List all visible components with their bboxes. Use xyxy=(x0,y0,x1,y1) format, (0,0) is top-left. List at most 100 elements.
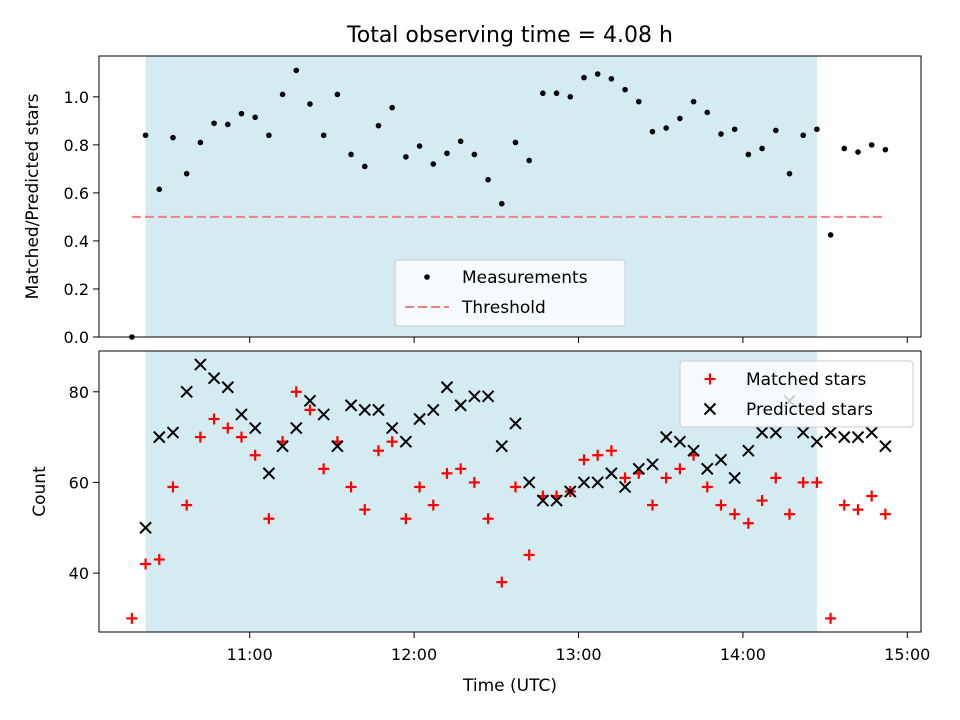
predicted-stars-point xyxy=(591,476,604,489)
predicted-stars-point xyxy=(618,480,632,494)
bottom-x-axis-ticks: 11:00 12:00 13:00 14:00 15:00 xyxy=(227,632,930,664)
legend-plus-glyph xyxy=(704,373,716,385)
top-axes-frame xyxy=(98,55,922,338)
matched-stars-point xyxy=(263,513,275,525)
predicted-stars-point xyxy=(303,394,317,408)
matched-stars-point xyxy=(811,476,823,488)
matched-stars-point xyxy=(455,463,467,475)
measurement-points xyxy=(129,67,889,340)
predicted-stars-point xyxy=(276,439,289,453)
predicted-stars-point xyxy=(180,385,193,398)
matched-stars-point xyxy=(674,463,686,475)
matched-stars-point xyxy=(756,495,768,507)
measurement-point xyxy=(183,170,190,177)
y-tick-label: 0.6 xyxy=(64,184,89,203)
measurement-point xyxy=(608,76,615,82)
legend-predicted-marker xyxy=(703,402,717,416)
predicted-stars-point xyxy=(577,476,591,489)
measurement-point xyxy=(375,122,382,129)
matched-stars-point xyxy=(729,508,741,520)
predicted-stars-point xyxy=(659,430,673,444)
matched-stars-point xyxy=(140,558,152,570)
x-tick-label: 12:00 xyxy=(391,645,437,664)
legend-measurements-marker xyxy=(424,274,430,280)
matched-stars-point xyxy=(742,517,754,529)
y-tick-label: 80 xyxy=(69,383,89,402)
measurement-point xyxy=(156,186,163,193)
measurement-point xyxy=(745,151,752,158)
predicted-stars-point xyxy=(742,444,755,457)
measurement-point xyxy=(677,115,683,122)
bottom-y-axis-ticks: 40 60 80 xyxy=(69,383,99,583)
matched-stars-point xyxy=(441,467,453,479)
measurement-point xyxy=(690,98,697,105)
measurement-point xyxy=(786,170,793,177)
y-tick-label: 0.4 xyxy=(64,232,89,251)
matched-stars-point xyxy=(496,576,508,588)
measurement-point xyxy=(498,200,505,207)
measurement-point xyxy=(211,120,217,127)
predicted-stars-point xyxy=(714,453,728,466)
measurement-point xyxy=(855,149,861,155)
matched-stars-point xyxy=(194,431,206,443)
measurement-point xyxy=(320,132,327,139)
measurement-point xyxy=(142,132,149,139)
matched-stars-point xyxy=(208,413,220,425)
measurement-point xyxy=(759,145,765,152)
predicted-stars-point xyxy=(810,435,824,448)
measurement-point xyxy=(238,110,245,117)
predicted-stars-point xyxy=(331,439,344,453)
matched-stars-point xyxy=(852,504,864,516)
bottom-subplot: 40 60 80 11:00 12:00 13:00 14:00 15:00 Count T… xyxy=(30,350,930,696)
y-tick-label: 0.2 xyxy=(64,280,89,299)
matched-stars-point xyxy=(879,508,891,520)
measurement-point xyxy=(882,146,889,153)
x-tick-label: 13:00 xyxy=(555,645,601,664)
predicted-stars-point xyxy=(440,381,454,394)
x-tick-label: 15:00 xyxy=(884,645,930,664)
legend-threshold-label: Threshold xyxy=(461,298,546,318)
predicted-stars-point xyxy=(632,462,645,476)
measurement-point xyxy=(293,67,300,74)
measurement-point xyxy=(389,104,395,111)
predicted-stars-point xyxy=(454,399,467,412)
predicted-stars-point xyxy=(235,408,248,421)
measurement-point xyxy=(252,114,258,121)
bottom-y-axis-label: Count xyxy=(30,466,50,517)
predicted-stars-point xyxy=(687,444,700,457)
measurement-point xyxy=(868,142,875,148)
predicted-stars-point xyxy=(248,421,262,435)
predicted-stars-point xyxy=(344,399,358,412)
matched-stars-point xyxy=(783,508,795,520)
predicted-stars-point xyxy=(879,439,892,453)
measurement-point xyxy=(361,163,368,170)
measurement-point xyxy=(540,90,546,97)
predicted-stars-point xyxy=(796,426,810,439)
matched-stars-point xyxy=(181,499,193,511)
y-tick-label: 0.0 xyxy=(64,328,89,347)
predicted-stars-point xyxy=(701,462,714,476)
measurement-point xyxy=(471,151,478,158)
measurement-point xyxy=(772,127,779,134)
matched-stars-point xyxy=(770,472,782,484)
measurement-point xyxy=(348,151,354,158)
predicted-stars-point xyxy=(317,408,330,421)
predicted-stars-point xyxy=(646,458,659,471)
measurement-point xyxy=(553,90,560,97)
measurement-point xyxy=(663,125,669,131)
chart-title: Total observing time = 4.08 h xyxy=(346,23,673,48)
measurement-point xyxy=(567,94,574,100)
measurement-point xyxy=(197,139,204,146)
bottom-legend-box xyxy=(679,360,914,428)
predicted-stars-point xyxy=(207,371,221,385)
x-axis-label: Time (UTC) xyxy=(462,676,557,696)
measurement-point xyxy=(581,74,587,81)
matched-stars-point xyxy=(797,476,809,488)
x-tick-label: 11:00 xyxy=(227,645,273,664)
predicted-stars-point xyxy=(358,403,371,417)
predicted-stars-point xyxy=(673,435,687,448)
predicted-stars-point xyxy=(755,426,769,439)
measurement-point xyxy=(526,157,532,164)
matched-stars-point xyxy=(509,481,521,493)
predicted-stars-point xyxy=(399,435,413,448)
